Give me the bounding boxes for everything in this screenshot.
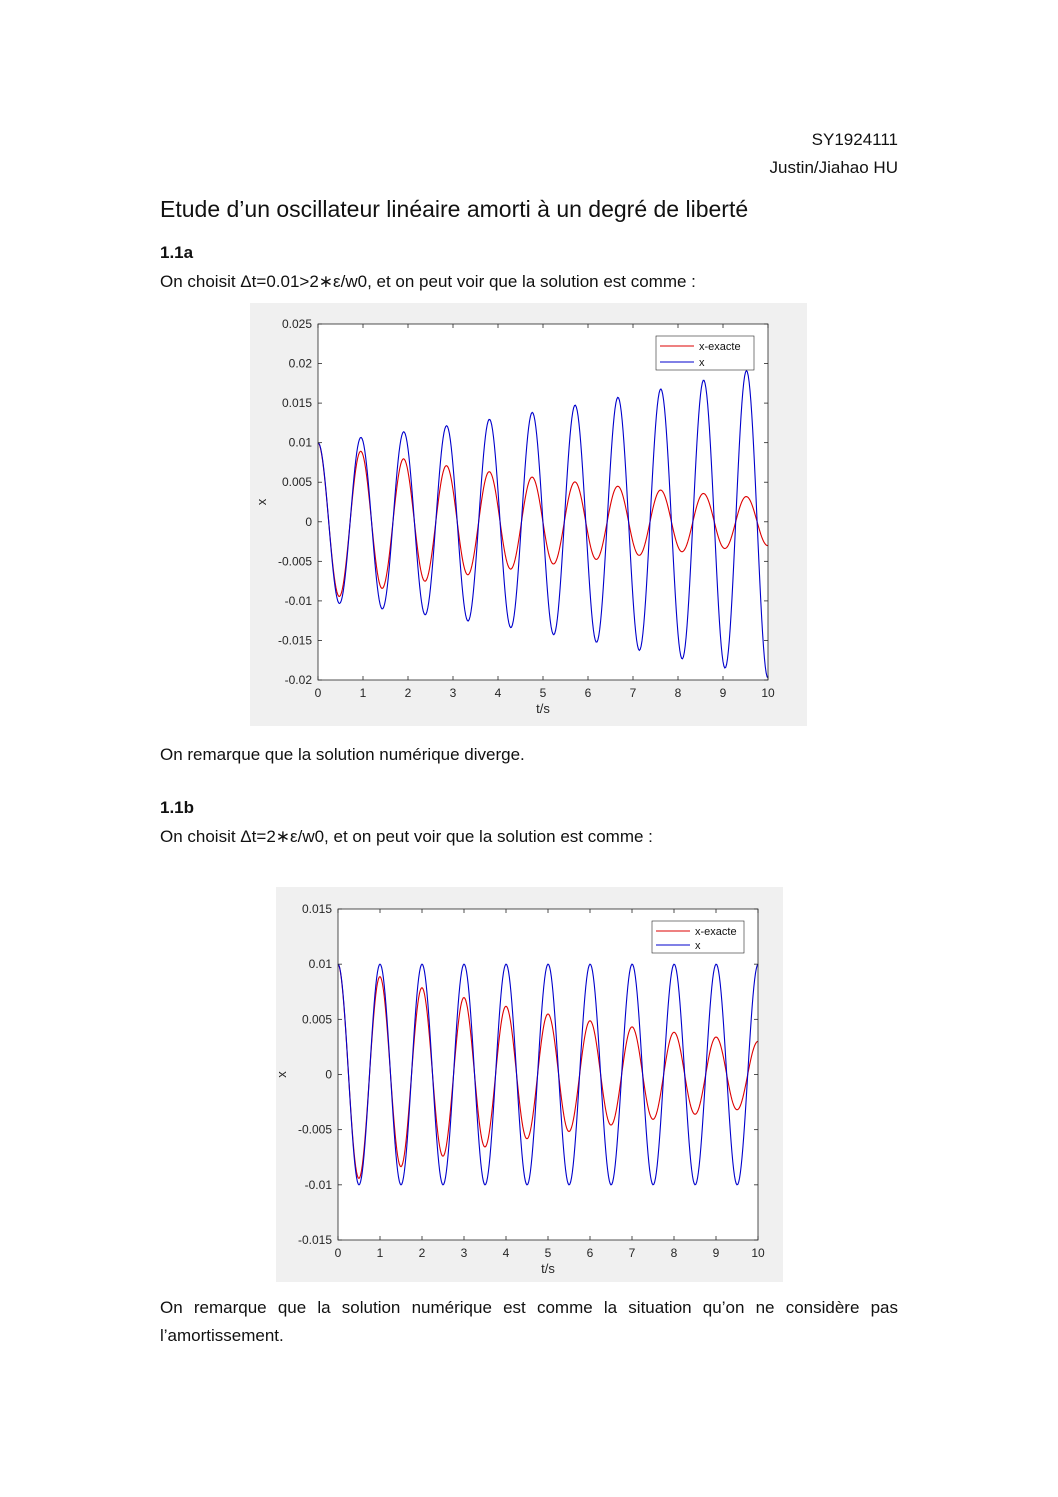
x-tick-label: 1 xyxy=(360,686,367,700)
y-axis-label: x xyxy=(254,498,269,505)
section-intro-1-1b: On choisit Δt=2∗ε/w0, et on peut voir qu… xyxy=(160,827,653,846)
series-line-x xyxy=(337,963,759,1186)
x-tick-label: 7 xyxy=(630,686,637,700)
y-tick-label: 0.005 xyxy=(282,475,312,489)
legend-label-x: x xyxy=(699,357,705,369)
x-tick-label: 1 xyxy=(377,1246,384,1260)
y-tick-label: -0.015 xyxy=(278,633,312,647)
chart-figure-1-1a: 0 1 2 3 4 5 6 7 8 9 10 -0.02 -0.015 -0.01 -0.005 0 0.005… xyxy=(250,303,807,726)
section-conclusion-1-1a: On remarque que la solution numérique di… xyxy=(160,745,525,764)
section-conclusion-1-1b: On remarque que la solution numérique es… xyxy=(160,1298,898,1345)
x-tick-label: 8 xyxy=(675,686,682,700)
x-tick-label: 7 xyxy=(629,1246,636,1260)
series-line-x xyxy=(317,369,769,679)
y-tick-label: 0.015 xyxy=(282,396,312,410)
x-tick-label: 5 xyxy=(540,686,547,700)
y-tick-label: 0.005 xyxy=(302,1012,332,1026)
x-tick-label: 8 xyxy=(671,1246,678,1260)
x-tick-label: 0 xyxy=(315,686,322,700)
y-tick-label: -0.02 xyxy=(285,673,313,687)
x-tick-label: 3 xyxy=(461,1246,468,1260)
legend-box xyxy=(651,920,745,954)
y-tick-label: 0 xyxy=(325,1068,332,1082)
chart-1-1b: 0 1 2 3 4 5 6 7 8 9 10 -0.015 -0.01 -0.005 0 0.005 0.01 0… xyxy=(276,902,765,1276)
y-tick-label: 0 xyxy=(305,515,312,529)
plot-area xyxy=(318,324,768,680)
y-tick-label: -0.01 xyxy=(305,1178,333,1192)
y-tick-label: 0.015 xyxy=(302,902,332,916)
series-line-x-exacte xyxy=(337,963,759,1180)
y-tick-label: 0.025 xyxy=(282,317,312,331)
legend-box xyxy=(655,335,755,371)
x-tick-label: 5 xyxy=(545,1246,552,1260)
legend-label-x: x xyxy=(695,940,701,952)
y-tick-label: 0.01 xyxy=(309,957,333,971)
y-tick-label: 0.01 xyxy=(289,436,313,450)
legend-label-x-exacte: x-exacte xyxy=(695,926,737,938)
chart-figure-1-1b: 0 1 2 3 4 5 6 7 8 9 10 -0.015 -0.01 -0.005 0 0.005 0.01 0… xyxy=(276,887,783,1282)
section-intro-1-1a: On choisit Δt=0.01>2∗ε/w0, et on peut vo… xyxy=(160,272,696,291)
x-tick-label: 10 xyxy=(751,1246,765,1260)
x-tick-label: 2 xyxy=(419,1246,426,1260)
y-tick-label: 0.02 xyxy=(289,357,313,371)
x-axis-label: t/s xyxy=(541,1261,555,1276)
y-tick-label: -0.015 xyxy=(298,1233,332,1247)
x-tick-label: 4 xyxy=(495,686,502,700)
x-tick-label: 6 xyxy=(587,1246,594,1260)
student-id: SY1924111 xyxy=(811,130,898,149)
chart-legend: x-exacte x xyxy=(655,335,755,371)
x-tick-label: 4 xyxy=(503,1246,510,1260)
section-heading-1-1a: 1.1a xyxy=(160,243,194,262)
y-tick-label: -0.01 xyxy=(285,594,313,608)
chart-legend: x-exacte x xyxy=(651,920,745,954)
x-tick-label: 3 xyxy=(450,686,457,700)
page-title: Etude d’un oscillateur linéaire amorti à… xyxy=(160,196,749,222)
section-heading-1-1b: 1.1b xyxy=(160,798,195,817)
x-tick-label: 2 xyxy=(405,686,412,700)
y-axis-label: x xyxy=(276,1071,289,1078)
chart-1-1a: 0 1 2 3 4 5 6 7 8 9 10 -0.02 -0.015 -0.01 -0.005 0 0.005… xyxy=(254,317,775,716)
x-tick-label: 9 xyxy=(720,686,727,700)
x-tick-label: 0 xyxy=(335,1246,342,1260)
legend-label-x-exacte: x-exacte xyxy=(699,341,741,353)
y-tick-label: -0.005 xyxy=(298,1123,332,1137)
x-tick-label: 9 xyxy=(713,1246,720,1260)
plot-area xyxy=(338,909,758,1240)
x-axis-label: t/s xyxy=(536,701,550,716)
y-tick-label: -0.005 xyxy=(278,554,312,568)
x-tick-label: 6 xyxy=(585,686,592,700)
author-name: Justin/Jiahao HU xyxy=(769,158,898,177)
x-tick-label: 10 xyxy=(761,686,775,700)
